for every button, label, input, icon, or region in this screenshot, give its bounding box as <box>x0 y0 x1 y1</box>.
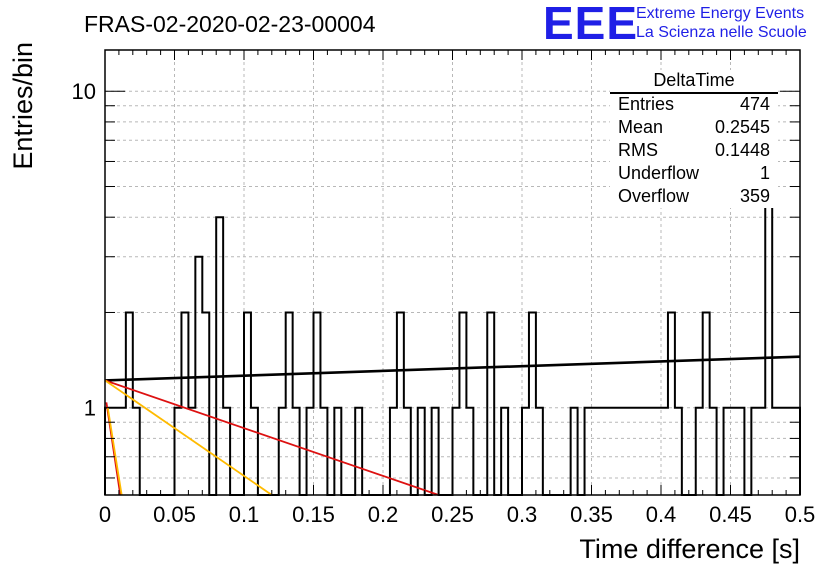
x-tick-label: 0.35 <box>570 502 613 527</box>
x-tick-label: 0.45 <box>709 502 752 527</box>
stats-row-overflow: Overflow 359 <box>618 186 770 209</box>
x-tick-labels: 0 0.05 0.1 0.15 0.2 0.25 0.3 0.35 0.4 0.45 0.5 <box>99 502 815 527</box>
x-axis-label: Time difference [s] <box>579 534 800 564</box>
axis-ticks <box>104 50 801 495</box>
stats-value: 474 <box>739 94 770 114</box>
grid <box>105 50 800 495</box>
eee-logo-line2: La Scienza nelle Scuole <box>636 24 807 41</box>
eee-logo: EEE Extreme Energy Events La Scienza nel… <box>543 0 833 49</box>
y-tick-labels: 1 10 <box>72 79 96 420</box>
stats-value: 0.2545 <box>714 117 770 137</box>
stats-row-entries: Entries 474 <box>618 94 770 117</box>
fit-curve <box>104 379 439 496</box>
fit-curve <box>104 355 801 382</box>
x-tick-label: 0.2 <box>368 502 399 527</box>
x-tick-label: 0.3 <box>507 502 538 527</box>
x-tick-label: 0 <box>99 502 111 527</box>
x-tick-label: 0.25 <box>431 502 474 527</box>
stats-row-underflow: Underflow 1 <box>618 163 770 186</box>
stats-label: Entries <box>618 94 675 114</box>
histogram-outline <box>104 139 801 496</box>
stats-value: 1 <box>759 163 770 183</box>
stats-box: DeltaTime Entries 474 Mean 0.2545 RMS 0.… <box>610 70 778 208</box>
stats-label: Mean <box>618 117 664 137</box>
y-axis-label: Entries/bin <box>8 42 38 170</box>
x-tick-label: 0.1 <box>229 502 260 527</box>
x-tick-label: 0.5 <box>785 502 816 527</box>
y-tick-label: 10 <box>72 79 96 104</box>
stats-row-mean: Mean 0.2545 <box>618 117 770 140</box>
eee-logo-line1: Extreme Energy Events <box>636 5 805 22</box>
stats-label: Overflow <box>618 186 690 206</box>
histogram <box>104 139 801 496</box>
stats-title: DeltaTime <box>653 70 735 90</box>
chart-title: FRAS-02-2020-02-23-00004 <box>84 11 376 37</box>
fit-curves <box>104 355 801 496</box>
stats-label: RMS <box>618 140 658 160</box>
stats-row-rms: RMS 0.1448 <box>618 140 770 163</box>
stats-value: 0.1448 <box>714 140 770 160</box>
fit-curve <box>106 407 123 496</box>
stats-value: 359 <box>739 186 770 206</box>
x-tick-label: 0.15 <box>292 502 335 527</box>
x-tick-label: 0.4 <box>646 502 677 527</box>
y-tick-label: 1 <box>84 396 96 421</box>
x-tick-label: 0.05 <box>153 502 196 527</box>
fit-curve <box>104 379 273 496</box>
stats-label: Underflow <box>618 163 700 183</box>
eee-logo-mark: EEE <box>543 0 639 49</box>
stats-divider <box>610 92 778 94</box>
